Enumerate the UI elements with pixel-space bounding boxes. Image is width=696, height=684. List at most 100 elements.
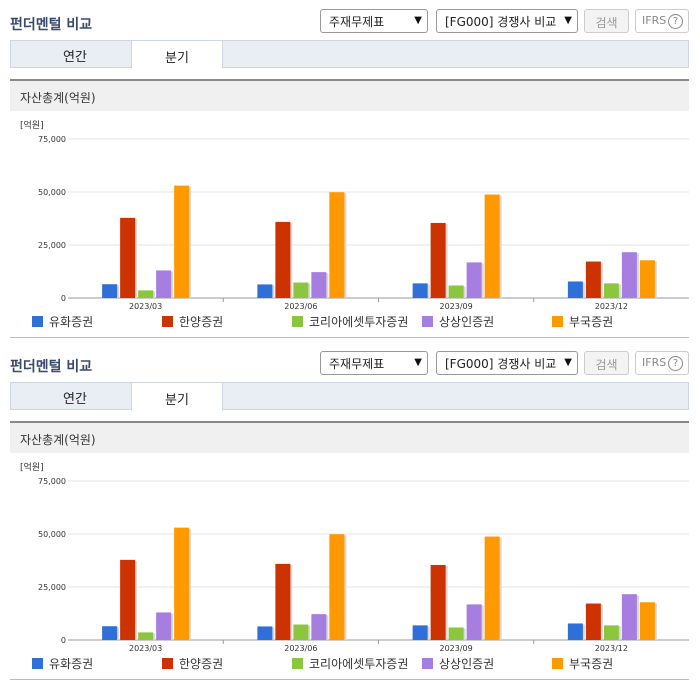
y-tick-label: 25,000: [38, 583, 66, 592]
legend-item[interactable]: 한양증권: [162, 655, 223, 672]
legend-label: 한양증권: [179, 315, 224, 329]
bar: [448, 627, 464, 640]
bar: [329, 192, 345, 298]
y-tick-label: 0: [61, 636, 66, 645]
chevron-down-icon: ▼: [414, 357, 422, 368]
chevron-down-icon: ▼: [414, 15, 422, 26]
legend-label: 코리아에셋투자증권: [309, 657, 409, 671]
chart-box: 자산총계(억원) [억원] 0 25,000 50,000 75,000 2023/03 2…: [10, 421, 689, 680]
bar: [430, 564, 446, 640]
compare-select[interactable]: [FG000] 경쟁사 비교 ▼: [436, 9, 578, 33]
bar: [293, 282, 309, 298]
fundamental-panel-top: 펀더멘털 비교 주재무제표 ▼ [FG000] 경쟁사 비교 ▼ 검색 IFRS? …: [10, 9, 689, 338]
legend-label: 상상인증권: [439, 657, 495, 671]
y-tick-label: 50,000: [38, 188, 66, 197]
x-tick-label: 2023/03: [129, 644, 162, 653]
chart-legend: 유화증권 한양증권 코리아에셋투자증권 상상인증권 부국증권: [10, 313, 689, 333]
bar: [120, 217, 136, 298]
search-button[interactable]: 검색: [584, 351, 629, 375]
y-tick-label: 50,000: [38, 530, 66, 539]
bar: [603, 283, 619, 298]
bar: [567, 623, 583, 640]
x-tick-label: 2023/03: [129, 302, 162, 311]
bar: [293, 624, 309, 640]
legend-item[interactable]: 코리아에셋투자증권: [292, 655, 408, 672]
tab-annual[interactable]: 연간: [63, 392, 87, 407]
bar: [430, 222, 446, 298]
bar: [603, 625, 619, 640]
legend-swatch: [162, 658, 173, 669]
compare-select-value: [FG000] 경쟁사 비교: [445, 357, 557, 371]
compare-select[interactable]: [FG000] 경쟁사 비교 ▼: [436, 351, 578, 375]
legend-swatch: [422, 658, 433, 669]
legend-item[interactable]: 한양증권: [162, 313, 223, 330]
bar: [639, 602, 655, 640]
bar: [174, 185, 190, 298]
bar: [621, 594, 637, 640]
search-button[interactable]: 검색: [584, 9, 629, 33]
bar: [257, 626, 273, 640]
legend-item[interactable]: 상상인증권: [422, 655, 494, 672]
bar-chart: [억원] 0 25,000 50,000 75,000 2023/03 2023/06 202…: [20, 119, 689, 311]
legend-swatch: [552, 658, 563, 669]
tab-quarterly[interactable]: 분기: [131, 382, 223, 411]
chevron-down-icon: ▼: [564, 357, 572, 368]
help-icon[interactable]: ?: [668, 14, 683, 29]
legend-item[interactable]: 유화증권: [32, 655, 93, 672]
bar: [585, 603, 601, 640]
bar: [311, 272, 327, 298]
legend-item[interactable]: 상상인증권: [422, 313, 494, 330]
bar: [466, 262, 482, 298]
legend-swatch: [422, 316, 433, 327]
legend-label: 유화증권: [49, 315, 94, 329]
bar: [448, 285, 464, 298]
statement-select-value: 주재무제표: [329, 357, 385, 371]
bar: [275, 221, 291, 298]
x-tick-label: 2023/12: [595, 302, 628, 311]
x-tick-label: 2023/09: [440, 302, 473, 311]
bar: [138, 632, 154, 640]
bar: [275, 563, 291, 640]
legend-swatch: [32, 658, 43, 669]
x-tick-label: 2023/09: [440, 644, 473, 653]
period-tabs: 연간 분기: [10, 40, 689, 69]
ifrs-button[interactable]: IFRS?: [635, 351, 689, 375]
legend-item[interactable]: 부국증권: [552, 313, 613, 330]
chart-box: 자산총계(억원) [억원] 0 25,000 50,000 75,000 2023/03 2…: [10, 79, 689, 338]
bar: [174, 527, 190, 640]
bar: [567, 281, 583, 298]
legend-item[interactable]: 코리아에셋투자증권: [292, 313, 408, 330]
page-title: 펀더멘털 비교: [10, 359, 93, 375]
legend-swatch: [292, 658, 303, 669]
y-tick-label: 0: [61, 294, 66, 303]
tab-annual[interactable]: 연간: [63, 50, 87, 65]
bar: [138, 290, 154, 298]
bar: [156, 612, 172, 640]
y-tick-label: 75,000: [38, 135, 66, 144]
bar: [466, 604, 482, 640]
x-tick-label: 2023/06: [284, 644, 317, 653]
bar: [257, 284, 273, 298]
y-tick-label: 25,000: [38, 241, 66, 250]
x-tick-label: 2023/12: [595, 644, 628, 653]
statement-select[interactable]: 주재무제표 ▼: [320, 9, 428, 33]
bar: [102, 626, 118, 640]
legend-label: 상상인증권: [439, 315, 495, 329]
legend-swatch: [292, 316, 303, 327]
tab-quarterly[interactable]: 분기: [131, 40, 223, 69]
bar: [484, 536, 500, 640]
ifrs-button[interactable]: IFRS?: [635, 9, 689, 33]
ifrs-label: IFRS: [642, 356, 667, 369]
chevron-down-icon: ▼: [564, 15, 572, 26]
legend-label: 한양증권: [179, 657, 224, 671]
page-title: 펀더멘털 비교: [10, 17, 93, 33]
chart-title: 자산총계(억원): [10, 81, 689, 111]
legend-label: 코리아에셋투자증권: [309, 315, 409, 329]
chart-legend: 유화증권 한양증권 코리아에셋투자증권 상상인증권 부국증권: [10, 655, 689, 675]
legend-item[interactable]: 부국증권: [552, 655, 613, 672]
statement-select[interactable]: 주재무제표 ▼: [320, 351, 428, 375]
help-icon[interactable]: ?: [668, 356, 683, 371]
legend-item[interactable]: 유화증권: [32, 313, 93, 330]
legend-label: 유화증권: [49, 657, 94, 671]
statement-select-value: 주재무제표: [329, 15, 385, 29]
